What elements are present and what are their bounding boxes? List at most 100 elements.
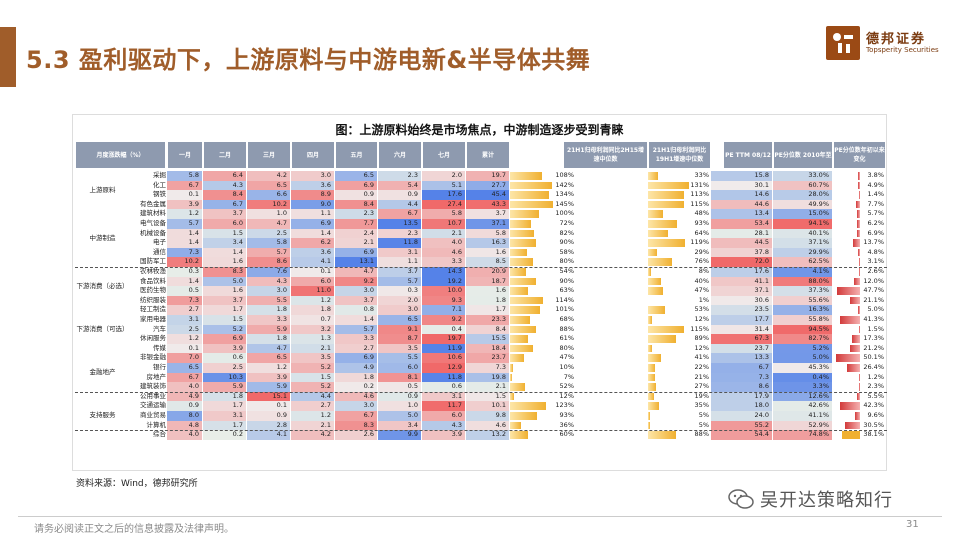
profit-growth-bar-2: 12%: [648, 315, 711, 325]
return-cell: 2.3: [378, 171, 422, 181]
footer-disclaimer: 请务必阅读正文之后的信息披露及法律声明。: [34, 524, 234, 535]
table-row: 计算机 4.8 1.7 2.8 2.1 8.3 3.4 4.3 4.6 36% 5% 55.2 52.9…: [73, 420, 888, 431]
bar-fill: [857, 210, 860, 218]
return-cell: 3.1: [167, 315, 203, 325]
bar-fill: [648, 325, 685, 334]
pe-change-bar: 9.6%: [833, 411, 886, 421]
row-industry-name: 商业贸易: [140, 411, 166, 419]
table-row: 家用电器 3.1 1.5 3.3 0.7 1.4 6.5 9.2 23.3 68% 12% 17.7 5…: [73, 315, 888, 325]
return-cell: 3.7: [203, 295, 247, 306]
table-section-label: 支持服务: [75, 391, 130, 440]
return-cell: 2.1: [291, 343, 335, 354]
return-cell: 6.5: [247, 353, 291, 363]
bar-fill: [510, 335, 528, 343]
bar-fill: [510, 172, 542, 180]
return-cell: 10.2: [247, 199, 291, 210]
table-header-cell: 21H1归母利润同比2H15增速中位数: [563, 141, 648, 169]
bar-fill: [510, 287, 529, 295]
return-cell: 5.7: [335, 324, 378, 335]
bar-value: 12%: [694, 315, 709, 323]
table-header-cell: 21H1归母利润同比19H1增速中位数: [648, 141, 711, 169]
bar-value: 4.8%: [867, 247, 884, 256]
profit-growth-bar-1: 93%: [510, 411, 576, 421]
return-cell: 5.5: [247, 295, 291, 306]
return-cell: 8.4: [466, 324, 510, 335]
return-cell: 2.7: [335, 343, 378, 354]
pe-ttm-cell: 37.8: [711, 247, 773, 258]
return-cell: 6.5: [335, 171, 378, 181]
return-cell: 15.1: [247, 391, 291, 402]
return-cell: 4.2: [291, 430, 335, 440]
pe-ttm-cell: 14.6: [711, 190, 773, 200]
table-row: 有色金属 3.9 6.7 10.2 9.0 8.4 4.4 27.4 43.3 145% 115% 4…: [73, 199, 888, 210]
return-cell: 6.6: [247, 190, 291, 200]
return-cell: 2.0: [378, 295, 422, 306]
return-cell: 3.0: [378, 305, 422, 315]
row-industry-name: 建筑装饰: [140, 382, 166, 391]
return-cell: 6.9: [335, 353, 378, 363]
pe-quantile-cell: 94.1%: [773, 219, 833, 229]
profit-growth-bar-1: 54%: [510, 267, 576, 277]
bar-value: 115%: [690, 324, 709, 333]
return-cell: 5.8: [247, 238, 291, 248]
return-cell: 3.9: [247, 372, 291, 383]
return-cell: 4.0: [167, 382, 203, 392]
bar-value: 22%: [694, 363, 709, 371]
bar-fill: [854, 277, 860, 286]
profit-growth-bar-1: 52%: [510, 382, 576, 392]
bar-fill: [857, 392, 860, 401]
pe-quantile-cell: 15.0%: [773, 209, 833, 219]
table-section-label: 金融地产: [75, 353, 130, 392]
return-cell: 8.0: [167, 411, 203, 421]
return-cell: 5.0: [378, 411, 422, 421]
return-cell: 10.6: [422, 353, 466, 363]
bar-value: 52%: [559, 382, 574, 391]
profit-growth-bar-2: 27%: [648, 382, 711, 392]
return-cell: 5.9: [247, 324, 291, 335]
return-cell: 0.5: [167, 286, 203, 296]
bar-value: 93%: [694, 219, 709, 227]
bar-fill: [648, 172, 659, 180]
pe-quantile-cell: 16.3%: [773, 305, 833, 315]
pe-change-bar: 1.5%: [833, 325, 886, 335]
return-cell: 6.7: [203, 199, 247, 210]
table-header-cell: 累计: [466, 141, 510, 169]
bar-value: 4.9%: [867, 180, 884, 189]
return-cell: 3.7: [203, 209, 247, 219]
pe-quantile-cell: 52.9%: [773, 420, 833, 431]
wechat-watermark: 吴开达策略知行: [728, 482, 938, 516]
return-cell: 1.4: [167, 276, 203, 287]
row-industry-name: 电气设备: [140, 219, 166, 227]
pe-change-bar: 2.6%: [833, 267, 886, 277]
bar-fill: [648, 373, 655, 382]
return-cell: 8.3: [335, 420, 378, 431]
bar-value: 12%: [559, 391, 574, 400]
return-cell: 3.0: [247, 286, 291, 296]
pe-quantile-cell: 49.9%: [773, 199, 833, 210]
profit-growth-bar-2: 115%: [648, 325, 711, 335]
bar-value: 21.1%: [863, 295, 884, 304]
bar-fill: [858, 268, 860, 276]
bar-fill: [510, 210, 540, 218]
return-cell: 1.7: [203, 401, 247, 411]
return-cell: 2.5: [203, 363, 247, 373]
return-cell: 3.4: [378, 420, 422, 431]
bar-value: 17.3%: [863, 334, 884, 343]
return-cell: 6.7: [167, 180, 203, 191]
return-cell: 6.0: [203, 219, 247, 229]
bar-value: 19%: [694, 391, 709, 400]
return-cell: 19.7: [422, 334, 466, 344]
return-cell: 3.6: [291, 247, 335, 258]
return-cell: 4.7: [247, 343, 291, 354]
pe-ttm-cell: 15.8: [711, 171, 773, 181]
table-header-cell: 二月: [203, 141, 247, 169]
section-divider: [75, 267, 887, 268]
bar-value: 68%: [559, 315, 574, 323]
return-cell: 0.5: [378, 382, 422, 392]
return-cell: 4.0: [422, 238, 466, 248]
footer-divider: [18, 516, 942, 517]
return-cell: 1.2: [247, 363, 291, 373]
return-cell: 6.9: [291, 219, 335, 229]
profit-growth-bar-1: 60%: [510, 430, 576, 440]
bar-value: 82%: [559, 228, 574, 237]
